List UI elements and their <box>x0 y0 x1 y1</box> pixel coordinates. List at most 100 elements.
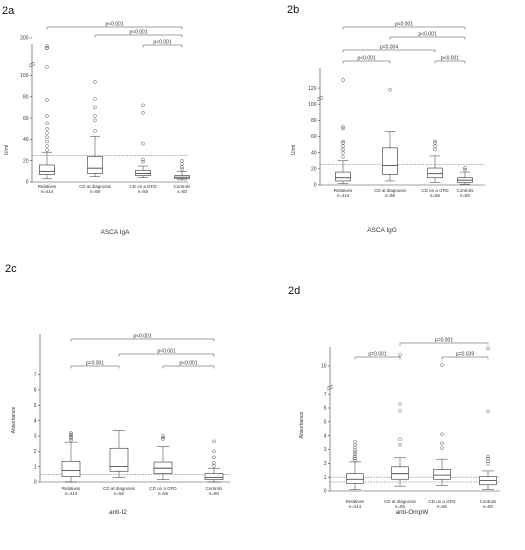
y-axis-label: U/ml <box>4 145 10 155</box>
y-tick-label: 6 <box>34 388 37 394</box>
iqr-box <box>346 473 364 484</box>
significance-bracket <box>434 60 466 64</box>
category-n-label: n=80 <box>209 491 220 496</box>
iqr-box <box>382 147 398 175</box>
outlier-point <box>212 464 216 468</box>
outlier-point <box>45 131 49 135</box>
p-value-label: p=0.039 <box>456 352 474 358</box>
y-tick-label: 60 <box>311 134 317 140</box>
y-tick-label: 4 <box>34 418 37 424</box>
iqr-box <box>391 466 409 480</box>
y-tick-label: 100 <box>20 73 29 79</box>
iqr-box <box>335 171 351 182</box>
p-value-label: p=0.004 <box>380 45 398 51</box>
outlier-point <box>353 458 357 463</box>
outlier-point <box>433 141 437 145</box>
y-tick-label: 3 <box>34 434 37 440</box>
outlier-point <box>353 452 357 457</box>
category-n-label: n=80 <box>483 504 494 509</box>
outlier-point <box>45 144 49 148</box>
category-n-label: n=414 <box>337 193 350 198</box>
significance-bracket <box>142 44 183 48</box>
y-tick-label: 80 <box>311 118 317 124</box>
y-tick-label: 120 <box>308 86 317 92</box>
outlier-point <box>398 409 402 413</box>
y-tick-label: 7 <box>34 372 37 378</box>
category-label: Relatives <box>38 184 57 189</box>
category-label: CD at diagnosis <box>384 499 417 504</box>
outlier-point <box>180 167 184 171</box>
outlier-point <box>141 141 145 146</box>
p-value-label: p<0.001 <box>153 40 171 46</box>
box-3 <box>427 139 443 183</box>
outlier-point <box>180 162 184 166</box>
category-label: Controls <box>206 486 224 491</box>
outlier-point <box>341 139 345 144</box>
significance-bracket <box>70 365 120 369</box>
p-value-label: p<0.001 <box>418 32 436 38</box>
category-n-label: n=414 <box>65 491 78 496</box>
box-1 <box>61 431 81 483</box>
category-label: CD on a GFD <box>421 188 449 193</box>
outlier-point <box>45 98 49 102</box>
y-tick-label: 4 <box>324 433 327 439</box>
panel-label: 2b <box>287 4 299 16</box>
axis-break-mark <box>326 387 334 391</box>
axis-break-mark <box>28 61 36 65</box>
axis-break-mark <box>326 384 334 388</box>
y-tick-label: 0 <box>314 183 317 189</box>
y-tick-label: 0 <box>34 480 37 486</box>
p-value-label: p<0.001 <box>179 361 197 367</box>
outlier-point <box>353 442 357 447</box>
iqr-box <box>433 469 451 480</box>
p-value-label: p<0.001 <box>157 349 175 355</box>
outlier-point <box>341 155 345 159</box>
outlier-point <box>180 158 184 163</box>
category-label: Relatives <box>62 486 81 491</box>
y-axis-label: U/ml <box>291 145 297 155</box>
outlier-point <box>93 80 97 84</box>
y-tick-label: 10 <box>321 364 327 370</box>
outlier-point <box>440 432 444 436</box>
outlier-point <box>141 103 145 108</box>
outlier-point <box>93 114 97 118</box>
outlier-point <box>463 166 467 170</box>
y-tick-label: 1 <box>34 464 37 470</box>
category-n-label: n=58 <box>90 189 101 194</box>
significance-bracket <box>46 26 183 30</box>
panel-label: 2a <box>2 5 15 17</box>
outlier-point <box>180 165 184 169</box>
box-1 <box>346 440 364 490</box>
chart-title: anti-OmpW <box>396 509 430 516</box>
y-tick-label: 0 <box>324 489 327 495</box>
outlier-point <box>45 135 49 140</box>
p-value-label: p<0.001 <box>105 22 123 28</box>
box-4 <box>457 166 473 185</box>
outlier-point <box>341 125 345 129</box>
iqr-box <box>87 156 103 174</box>
iqr-box <box>135 169 151 176</box>
outlier-point <box>433 147 437 152</box>
outlier-point <box>45 121 49 126</box>
category-n-label: n=80 <box>177 189 188 194</box>
outlier-point <box>161 434 165 438</box>
iqr-box <box>204 473 224 480</box>
significance-bracket <box>342 49 436 53</box>
y-tick-label: 6 <box>324 406 327 412</box>
outlier-point <box>398 442 402 447</box>
y-axis-label: Absorbance <box>299 411 305 438</box>
outlier-point <box>341 78 345 82</box>
outlier-point <box>161 435 165 440</box>
outlier-point <box>353 454 357 459</box>
outlier-point <box>141 111 145 115</box>
p-value-label: p<0.001 <box>441 56 459 62</box>
outlier-point <box>69 431 73 435</box>
outlier-point <box>440 446 444 450</box>
outlier-point <box>463 167 467 172</box>
outlier-point <box>353 450 357 454</box>
category-n-label: n=55 <box>430 193 441 198</box>
outlier-point <box>45 127 49 131</box>
outlier-point <box>353 448 357 452</box>
